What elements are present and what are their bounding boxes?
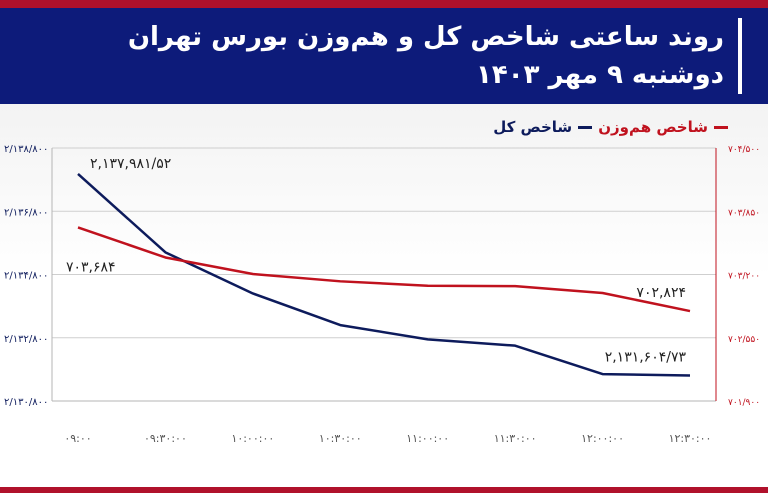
- y-right-tick-label: ۷۰۳/۸۵۰: [728, 208, 760, 218]
- y-left-tick-label: ۲/۱۳۰/۸۰۰: [4, 397, 48, 408]
- y-left-tick-label: ۲/۱۳۸/۸۰۰: [4, 144, 48, 155]
- y-left-tick-label: ۲/۱۳۴/۸۰۰: [4, 271, 48, 282]
- y-left-tick-label: ۲/۱۳۲/۸۰۰: [4, 334, 48, 345]
- y-right-tick-label: ۷۰۴/۵۰۰: [728, 145, 760, 155]
- x-tick-label: ۱۰:۳۰:۰۰: [319, 432, 362, 445]
- header-banner: روند ساعتی شاخص کل و هم‌وزن بورس تهران د…: [0, 8, 768, 104]
- top-accent-strip: [0, 0, 768, 8]
- series-line-equal-weight: [77, 226, 691, 313]
- y-right-tick-label: ۷۰۲/۵۵۰: [728, 335, 760, 345]
- legend-label-equal-weight: شاخص هم‌وزن: [598, 118, 708, 136]
- legend-swatch-total: [578, 125, 593, 129]
- data-label: ۷۰۲,۸۲۴: [636, 285, 686, 301]
- y-right-tick-label: ۷۰۱/۹۰۰: [728, 398, 760, 408]
- y-left-tick-label: ۲/۱۳۶/۸۰۰: [4, 207, 48, 218]
- x-tick-label: ۰۹:۰۰: [64, 432, 91, 445]
- bottom-accent-strip: [0, 487, 768, 493]
- legend-label-total: شاخص کل: [493, 118, 573, 136]
- header-accent-bar: [738, 18, 742, 94]
- legend-item-total: شاخص کل: [493, 118, 593, 136]
- x-tick-label: ۱۱:۰۰:۰۰: [406, 432, 449, 445]
- data-label: ۲,۱۳۷,۹۸۱/۵۲: [90, 156, 171, 172]
- x-tick-label: ۱۱:۳۰:۰۰: [494, 432, 537, 445]
- chart-date: دوشنبه ۹ مهر ۱۴۰۳: [475, 60, 724, 90]
- data-label: ۲,۱۳۱,۶۰۴/۷۳: [605, 350, 687, 366]
- plot-background: [0, 104, 768, 487]
- data-label: ۷۰۳,۶۸۴: [66, 259, 116, 275]
- chart-title: روند ساعتی شاخص کل و هم‌وزن بورس تهران: [127, 22, 724, 52]
- legend-item-equal-weight: شاخص هم‌وزن: [598, 118, 728, 136]
- x-tick-label: ۰۹:۳۰:۰۰: [144, 432, 187, 445]
- x-tick-label: ۱۲:۳۰:۰۰: [669, 432, 712, 445]
- legend-swatch-equal-weight: [714, 125, 728, 129]
- x-tick-label: ۱۰:۰۰:۰۰: [231, 432, 274, 445]
- x-tick-label: ۱۲:۰۰:۰۰: [581, 432, 624, 445]
- y-right-tick-label: ۷۰۳/۲۰۰: [728, 272, 760, 282]
- chart-legend: شاخص هم‌وزن شاخص کل: [493, 118, 728, 136]
